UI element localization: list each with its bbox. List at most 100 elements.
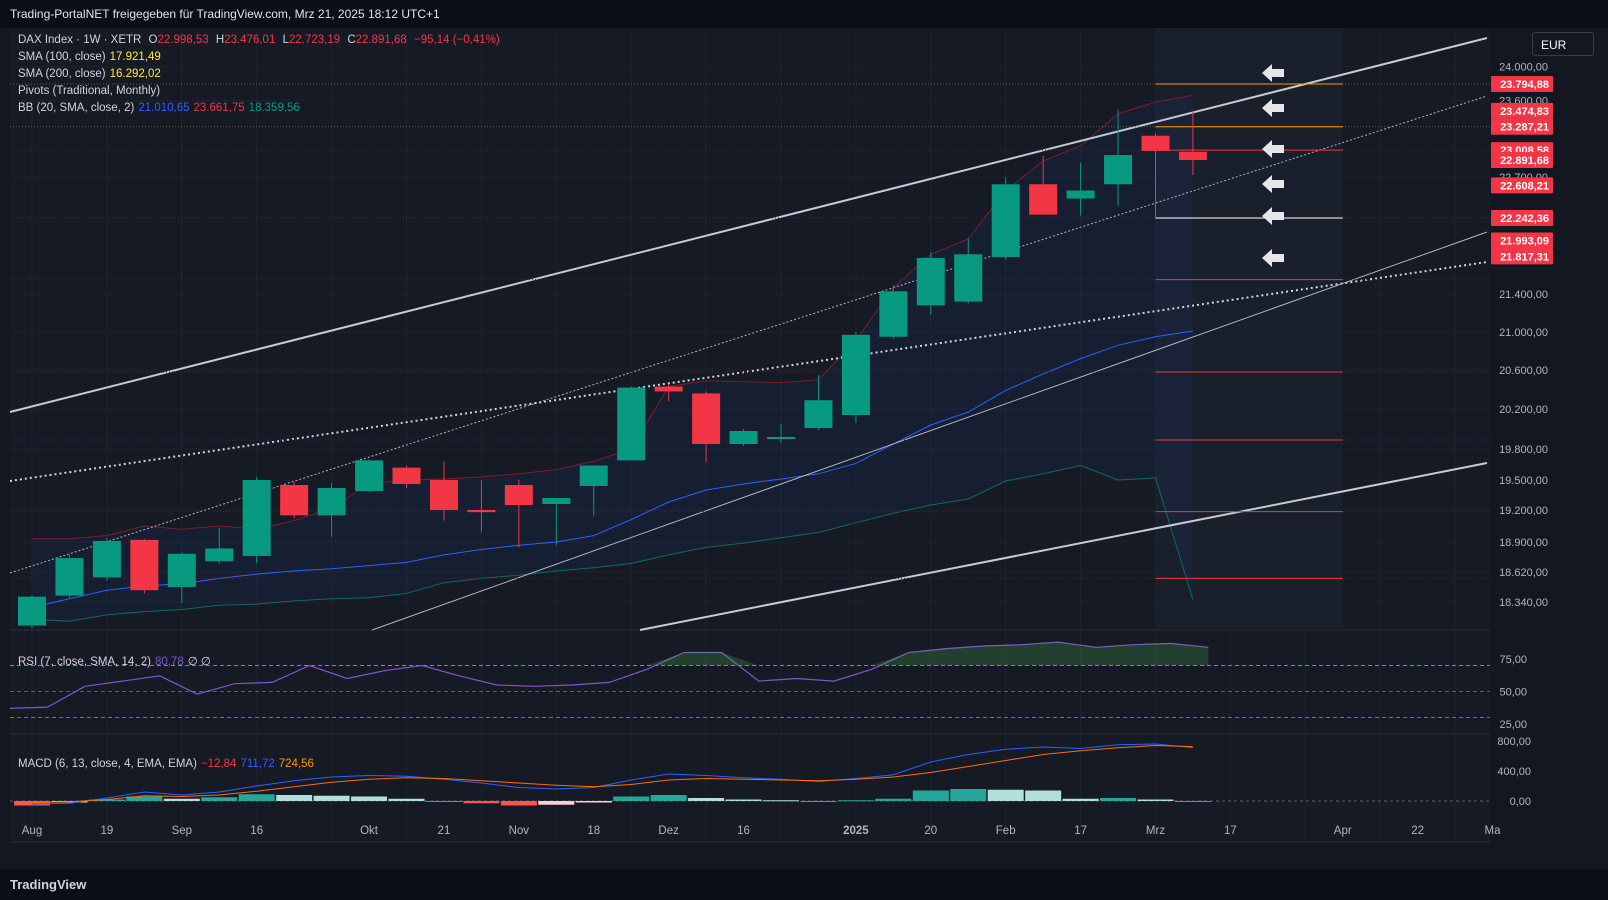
macd-histogram-bar: [163, 798, 200, 801]
price-axis-tick: 19.500,00: [1499, 475, 1548, 487]
candle-body: [205, 548, 234, 562]
arrow-marker-icon: [1262, 175, 1284, 193]
sma200-value: 16.292,02: [109, 68, 161, 80]
rsi-axis-tick: 75,00: [1499, 654, 1527, 666]
macd-histogram-bar: [388, 798, 425, 801]
macd-histogram-bar: [1062, 798, 1099, 801]
legend-sma200[interactable]: SMA (200, close) 16.292,02: [18, 68, 165, 80]
macd-histogram-bar: [613, 796, 650, 801]
arrow-marker-icon: [1262, 99, 1284, 117]
time-axis-label: Feb: [996, 825, 1016, 837]
candle-body: [467, 510, 496, 513]
macd-histogram-bar: [912, 790, 949, 801]
legend-bb[interactable]: BB (20, SMA, close, 2) 21.010,65 23.661,75…: [18, 102, 304, 114]
price-axis-tick: 20.600,00: [1499, 365, 1548, 377]
candle-body: [18, 596, 46, 626]
time-axis-label: 17: [1074, 825, 1087, 837]
candle-body: [1104, 155, 1133, 185]
price-label-bg: [1491, 152, 1553, 168]
sma200-label: SMA (200, close): [18, 68, 106, 80]
legend-close: 22.891,68: [355, 34, 407, 46]
trendline-lower: [639, 462, 1488, 631]
legend-pivots[interactable]: Pivots (Traditional, Monthly): [18, 85, 164, 97]
pivot-period-area: [1155, 28, 1343, 630]
candle-body: [130, 539, 159, 591]
legend-macd[interactable]: MACD (6, 13, close, 4, EMA, EMA) −12,84 71…: [18, 758, 318, 770]
candle-body: [355, 460, 384, 491]
candle-body: [542, 498, 571, 504]
header-source-text: Trading-PortalNET freigegeben für Tradin…: [10, 7, 440, 21]
macd-histogram-bar: [1137, 799, 1174, 801]
macd-histogram-bar: [463, 801, 500, 804]
candle-body: [429, 480, 458, 510]
price-label-bg: [1491, 232, 1553, 249]
legend-rsi[interactable]: RSI (7, close, SMA, 14, 2) 80,78 ∅ ∅: [18, 654, 215, 668]
sma100-label: SMA (100, close): [18, 51, 106, 63]
chart-header: Trading-PortalNET freigegeben für Tradin…: [0, 0, 1608, 28]
macd-histogram-bar: [875, 798, 912, 801]
price-label: 23.474,83: [1500, 106, 1549, 118]
legend-sma100[interactable]: SMA (100, close) 17.921,49: [18, 51, 165, 63]
currency-button[interactable]: EUR: [1532, 32, 1594, 56]
macd-histogram-bar: [688, 798, 725, 801]
time-axis-label: 16: [250, 825, 263, 837]
sma100-value: 17.921,49: [109, 51, 161, 63]
candle-body: [804, 400, 833, 428]
macd-histogram-bar: [1025, 790, 1062, 801]
legend-open: 22.998,53: [157, 34, 209, 46]
macd-histogram-bar: [763, 800, 799, 802]
price-chart[interactable]: 24.000,0023.600,0022.700,0021.400,0021.0…: [0, 28, 1608, 870]
rsi-line: [9, 641, 1209, 709]
arrow-marker-icon: [1262, 64, 1284, 82]
price-axis-tick: 19.800,00: [1499, 444, 1548, 456]
time-axis-label: 21: [438, 825, 451, 837]
macd-signal-value: 724,56: [278, 758, 314, 770]
price-label: 23.794,88: [1500, 79, 1549, 91]
price-label: 22.891,68: [1500, 155, 1549, 167]
rsi-overbought-fill: [10, 642, 1209, 666]
price-label-bg: [1491, 177, 1553, 194]
price-axis-tick: 19.200,00: [1499, 505, 1548, 517]
trendline-upper: [9, 37, 1488, 413]
price-label-bg: [1491, 102, 1553, 119]
candle-body: [1141, 135, 1170, 151]
macd-axis-tick: 0,00: [1510, 796, 1531, 808]
price-label-bg: [1491, 76, 1553, 92]
legend-low-label: L: [282, 34, 289, 46]
candle-body: [729, 431, 758, 444]
price-label: 23.287,21: [1500, 122, 1549, 134]
bb-basis: 21.010,65: [138, 102, 190, 114]
price-label-bg: [1491, 210, 1553, 226]
price-axis-tick: 18.620,00: [1499, 567, 1548, 579]
candle-body: [991, 184, 1020, 258]
legend-open-label: O: [148, 34, 158, 46]
price-axis-tick: 18.340,00: [1499, 597, 1548, 609]
trendline-lower-thin: [371, 231, 1488, 631]
macd-histogram-bar: [201, 797, 238, 801]
trendline-upper-dotted: [9, 95, 1488, 574]
legend-ohlc: DAX Index · 1W · XETR O22.998,53 H23.476…: [18, 34, 504, 46]
macd-histogram-bar: [837, 800, 874, 802]
macd-histogram-bar: [650, 795, 687, 801]
arrow-marker-icon: [1262, 207, 1284, 225]
macd-histogram-bar: [987, 789, 1024, 801]
macd-histogram-bar: [238, 794, 275, 801]
macd-histogram-bar: [425, 801, 462, 802]
price-label-bg: [1491, 118, 1553, 135]
candle-body: [317, 488, 346, 516]
legend-change: −95,14 (−0,41%): [414, 34, 500, 46]
macd-histogram-bar: [575, 801, 612, 803]
tradingview-logo: TradingView: [10, 877, 87, 892]
rsi-axis-tick: 50,00: [1499, 687, 1527, 699]
pivots-label: Pivots (Traditional, Monthly): [18, 85, 161, 97]
bb-label: BB (20, SMA, close, 2): [18, 102, 135, 114]
bb-basis-line: [31, 330, 1194, 608]
macd-histogram-bar: [538, 801, 575, 805]
macd-histogram-bar: [725, 799, 762, 801]
macd-histogram-bar: [1100, 798, 1137, 801]
candle-body: [392, 467, 421, 484]
price-label: 22.608,21: [1500, 180, 1549, 192]
bb-lower: 18.359,56: [248, 102, 300, 114]
macd-histogram-bar: [88, 799, 125, 801]
macd-histogram-bar: [351, 796, 388, 801]
